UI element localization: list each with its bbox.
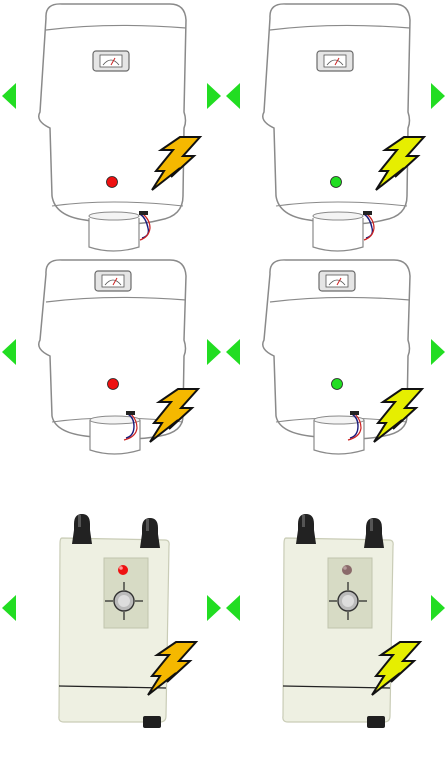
lightning-bolt-icon: [375, 136, 427, 191]
power-cable: [347, 411, 362, 441]
lightning-bolt-icon: [151, 136, 203, 191]
sprite-boiler-2: [224, 0, 448, 256]
power-cable: [123, 411, 138, 441]
right-arrow-icon[interactable]: [431, 595, 445, 621]
left-arrow-icon[interactable]: [226, 83, 240, 109]
pipe-outlet: [88, 211, 140, 252]
right-arrow-icon[interactable]: [207, 595, 221, 621]
sprite-switch-box-1: [0, 512, 224, 768]
gauge-icon: [92, 50, 130, 72]
indicator-light: [330, 176, 342, 188]
left-arrow-icon[interactable]: [226, 339, 240, 365]
sprite-boiler-4: [224, 256, 448, 512]
boiler-body: [38, 259, 187, 440]
sprite-boiler-1: [0, 0, 224, 256]
left-arrow-icon[interactable]: [226, 595, 240, 621]
right-arrow-icon[interactable]: [431, 339, 445, 365]
right-arrow-icon[interactable]: [431, 83, 445, 109]
pipe-outlet: [312, 211, 364, 252]
sprite-switch-box-2: [224, 512, 448, 768]
left-arrow-icon[interactable]: [2, 595, 16, 621]
indicator-light: [342, 565, 352, 575]
lightning-bolt-icon: [373, 388, 425, 443]
lightning-bolt-icon: [149, 388, 201, 443]
boiler-body: [262, 3, 411, 225]
terminal-post-left: [296, 514, 316, 544]
gauge-icon: [316, 50, 354, 72]
terminal-post-right: [140, 518, 160, 548]
boiler-body: [38, 3, 187, 225]
indicator-light: [106, 176, 118, 188]
left-arrow-icon[interactable]: [2, 83, 16, 109]
power-knob-icon: [105, 582, 143, 620]
sprite-boiler-3: [0, 256, 224, 512]
power-cable: [139, 211, 151, 241]
lightning-bolt-icon: [147, 641, 199, 696]
lightning-bolt-icon: [371, 641, 423, 696]
power-cable: [363, 211, 375, 241]
right-arrow-icon[interactable]: [207, 83, 221, 109]
left-arrow-icon[interactable]: [2, 339, 16, 365]
gauge-icon: [318, 270, 356, 292]
right-arrow-icon[interactable]: [207, 339, 221, 365]
terminal-post-left: [72, 514, 92, 544]
power-knob-icon: [329, 582, 367, 620]
gauge-icon: [94, 270, 132, 292]
indicator-light: [331, 378, 343, 390]
pipe-outlet: [313, 415, 365, 455]
pipe-outlet: [89, 415, 141, 455]
terminal-post-right: [364, 518, 384, 548]
indicator-light: [107, 378, 119, 390]
indicator-light: [118, 565, 128, 575]
